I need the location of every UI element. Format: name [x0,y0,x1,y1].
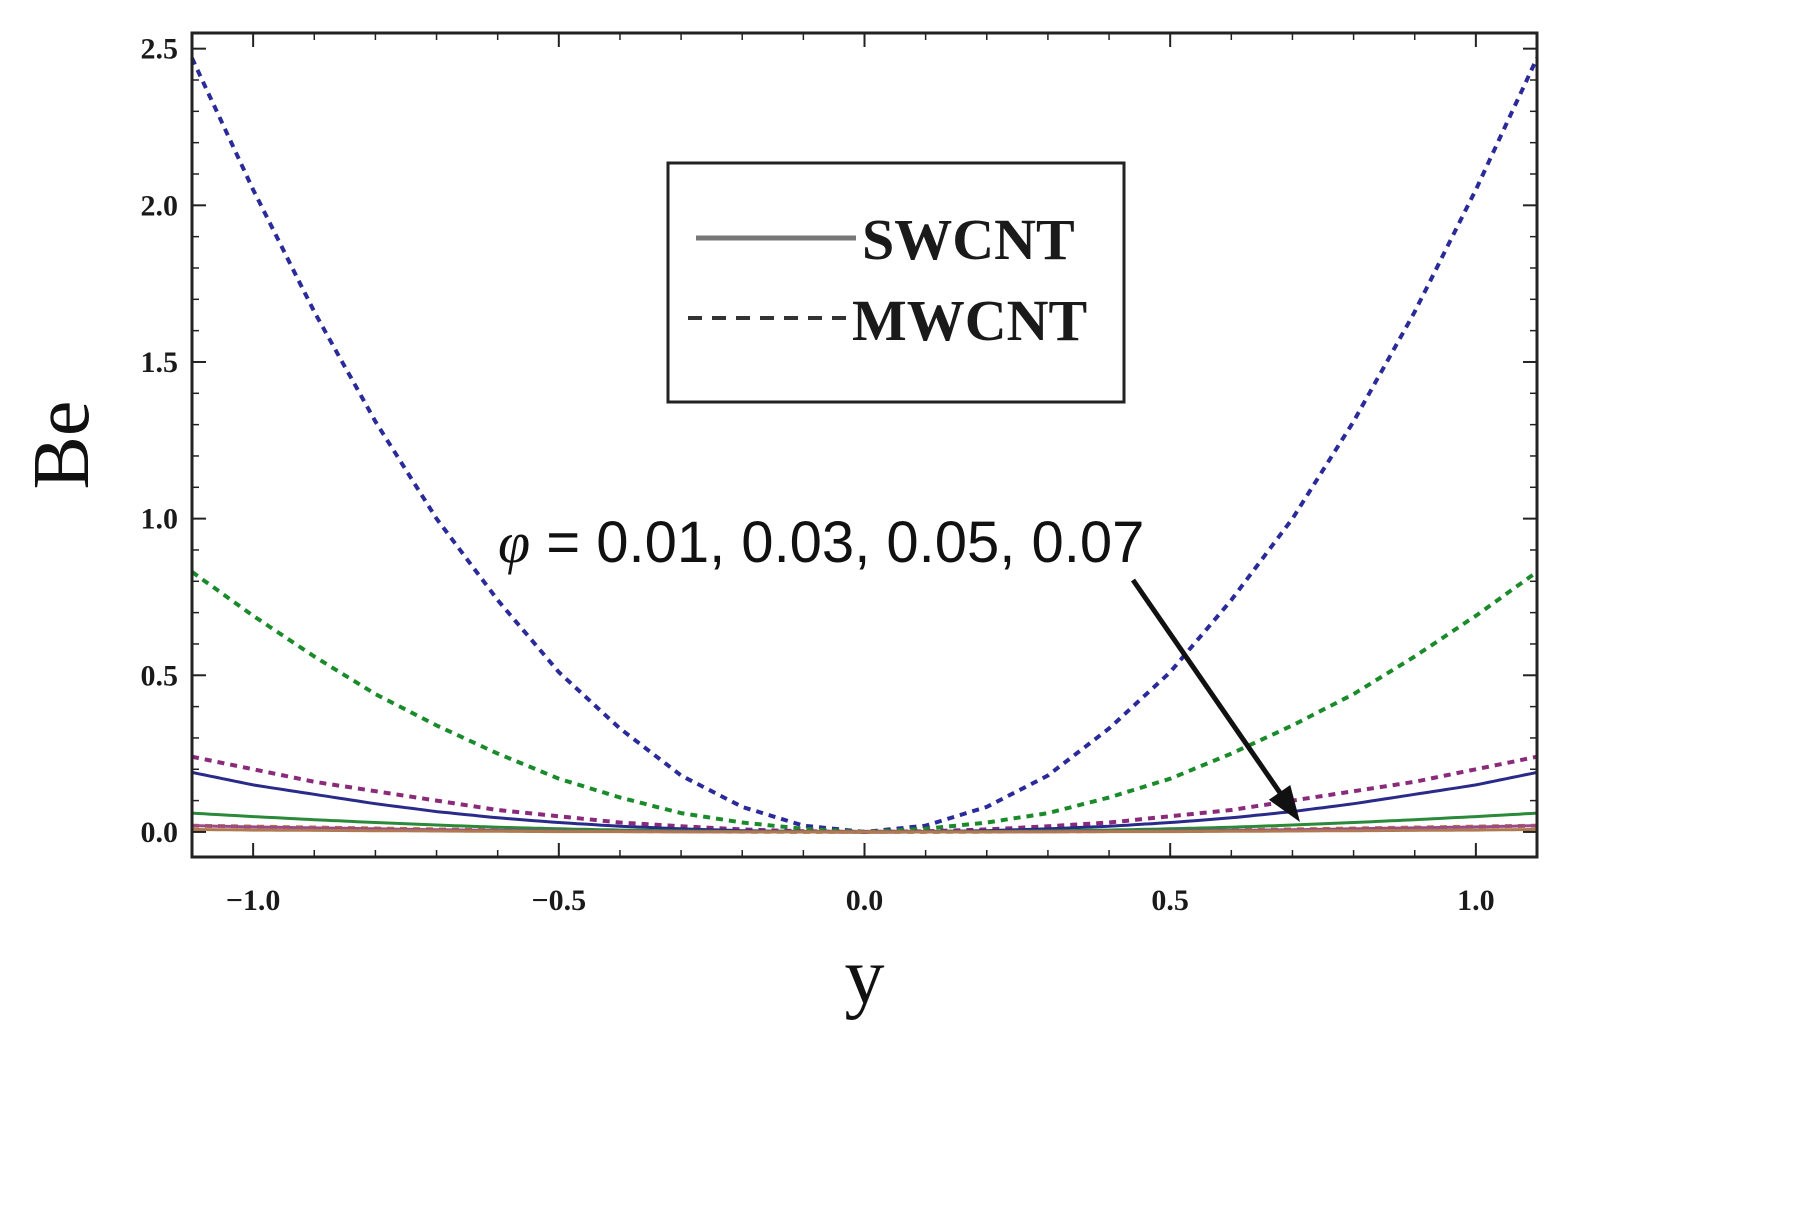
annotation: φ = 0.01, 0.03, 0.05, 0.07 [498,510,1300,822]
y-tick-label: 2.5 [141,33,179,66]
y-tick-label: 2.0 [141,189,179,222]
annotation-text: φ = 0.01, 0.03, 0.05, 0.07 [498,510,1144,575]
y-tick-label: 0.5 [141,659,179,692]
y-tick-label: 1.5 [141,346,179,379]
annotation-arrow [1130,578,1288,802]
legend-label-swcnt: SWCNT [862,207,1075,272]
series-layer [190,57,1539,834]
y-tick-label: 1.0 [141,503,179,536]
x-tick-label: 0.0 [846,884,884,917]
x-tick-label: 0.5 [1151,884,1189,917]
ticks-layer: −1.0 −0.5 0.0 0.5 1.0 0.0 0.5 1.0 1.5 2.0 2.5 [141,33,1537,917]
legend-label-mwcnt: MWCNT [852,288,1087,353]
annotation-arrowhead [1268,784,1300,822]
y-axis-title: Be [18,401,106,490]
legend: SWCNT MWCNT [666,161,1126,404]
annotation-values: = 0.01, 0.03, 0.05, 0.07 [530,510,1144,575]
legend-box [666,161,1126,404]
x-tick-label: −0.5 [532,884,587,917]
y-tick-label: 0.0 [141,816,179,849]
series-line-8-solid [191,827,1538,834]
x-tick-label: 1.0 [1457,884,1495,917]
annotation-symbol: φ [498,510,530,575]
x-axis-title: y [845,933,885,1021]
x-tick-label: −1.0 [226,884,281,917]
